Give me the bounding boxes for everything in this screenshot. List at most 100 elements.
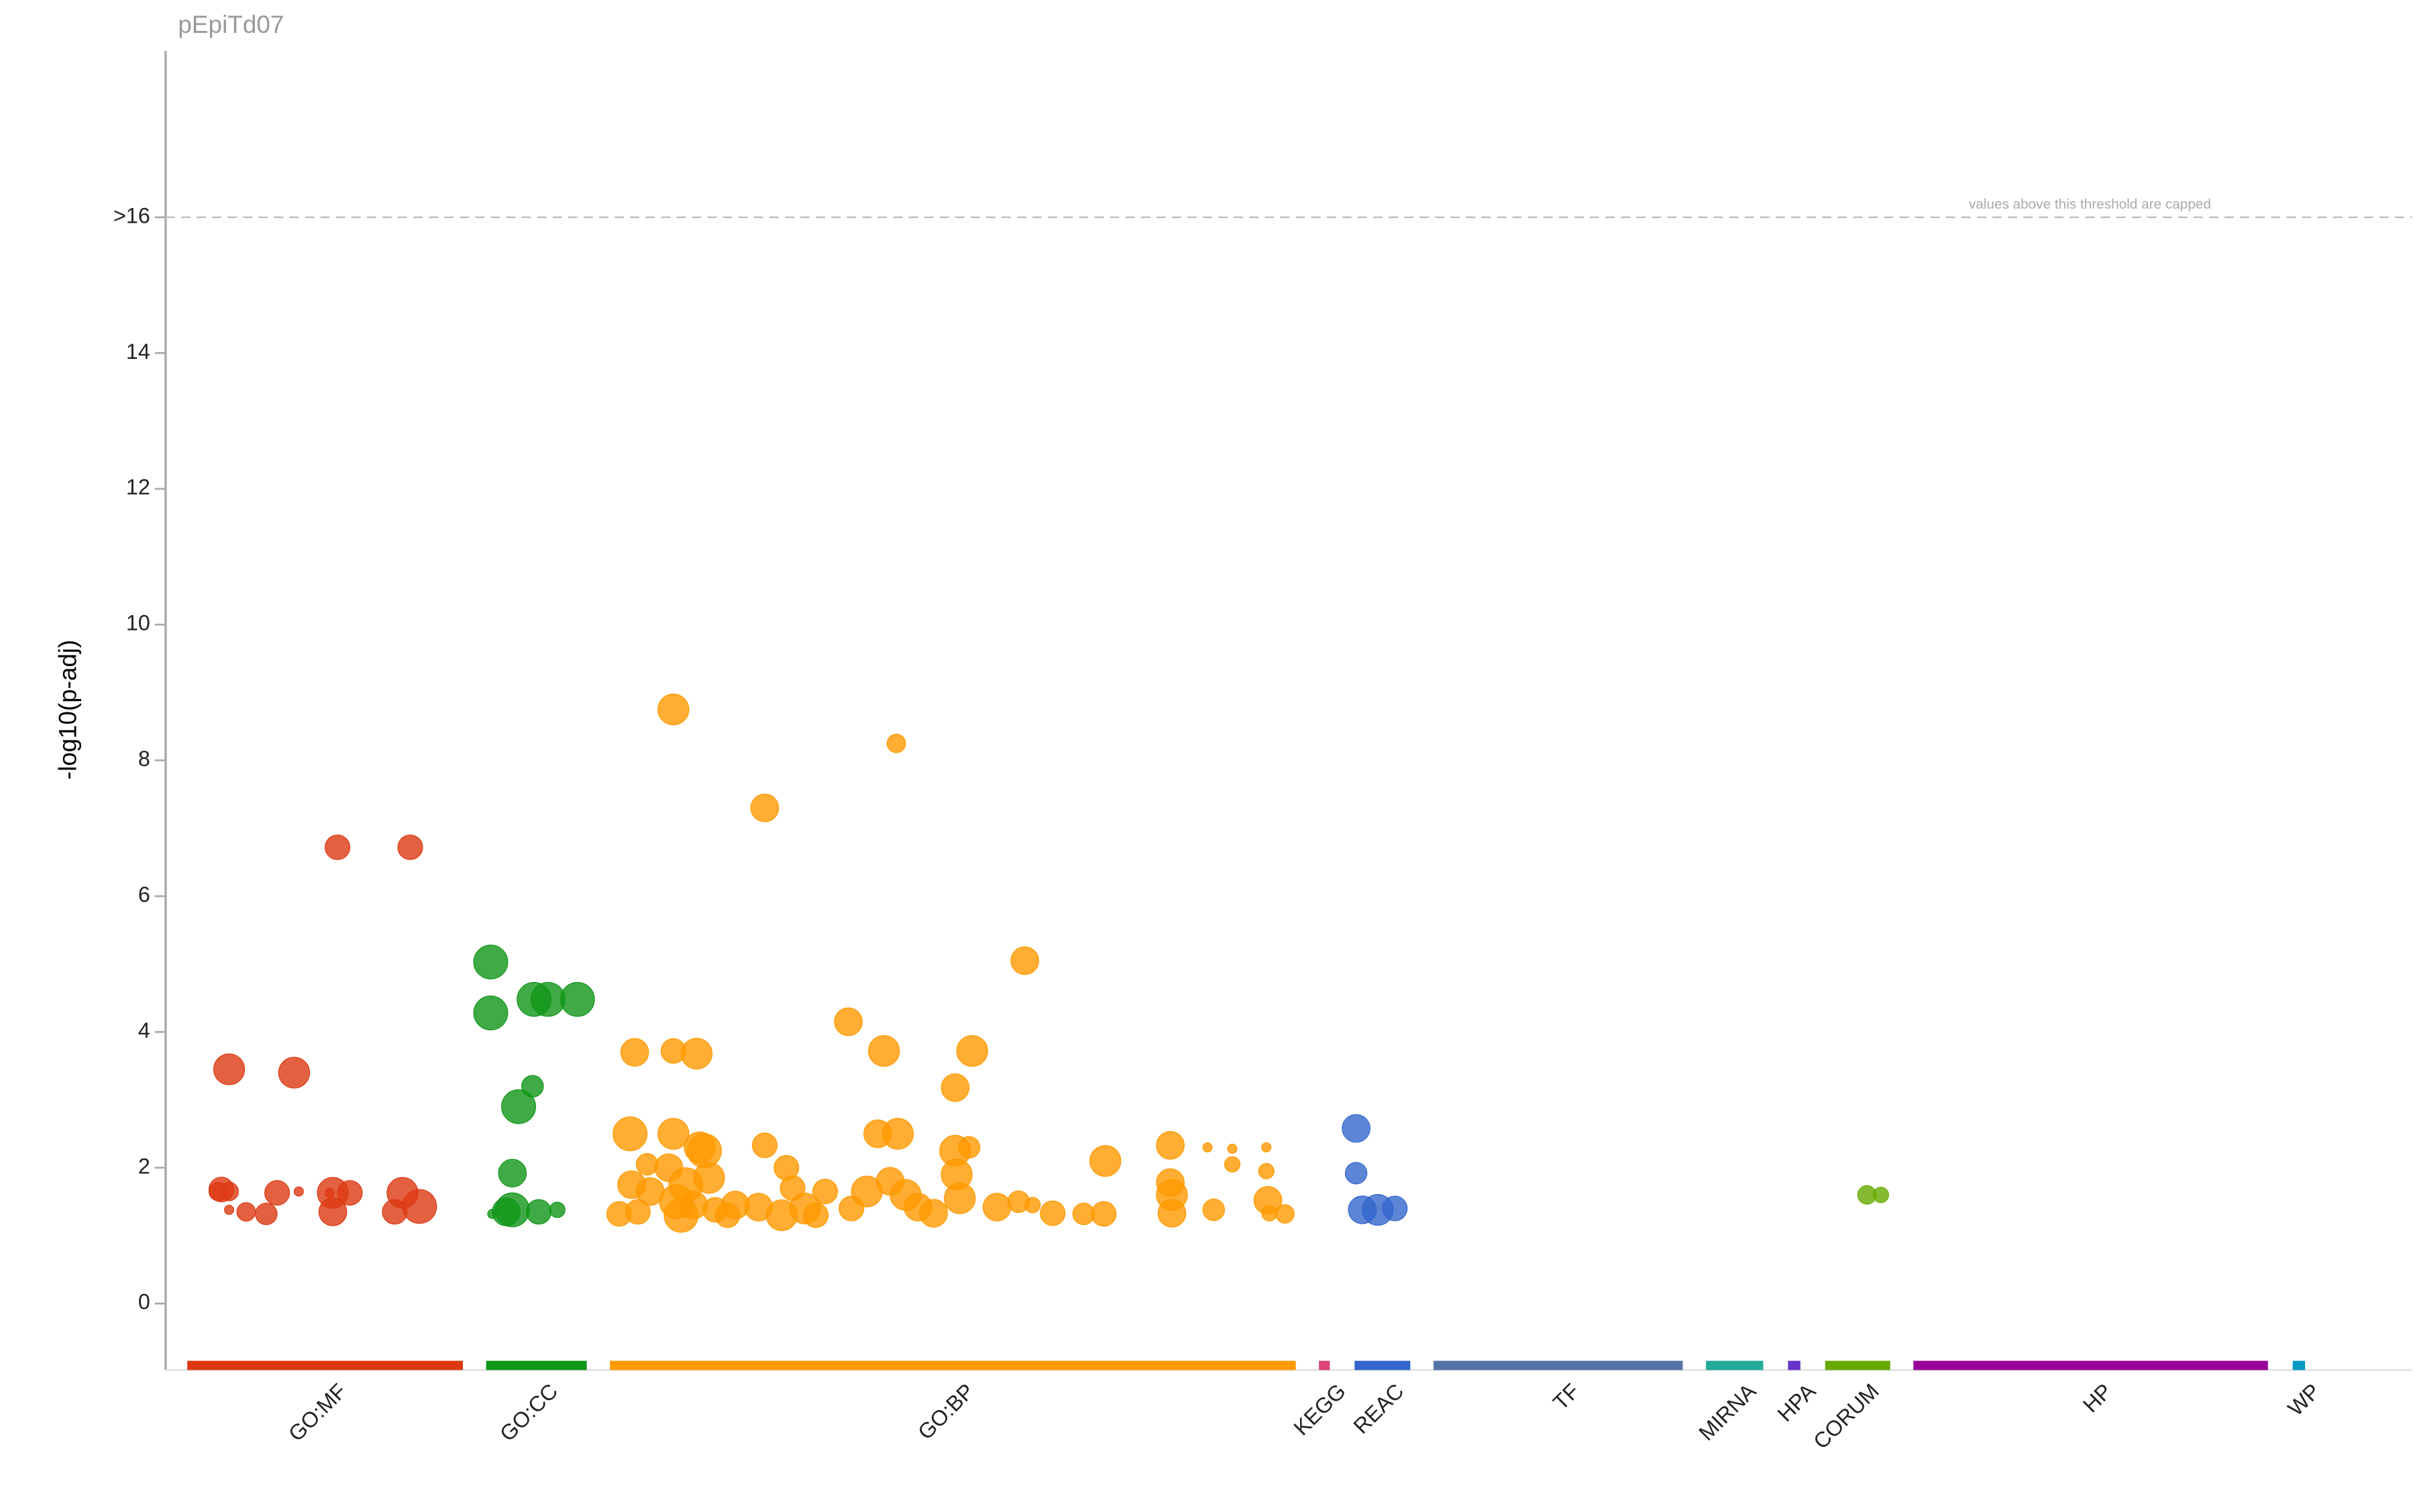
source-bar [1433, 1360, 1683, 1370]
term-point [956, 1035, 988, 1067]
term-point [494, 1192, 530, 1228]
term-point [530, 981, 566, 1017]
source-label: TF [1548, 1379, 1584, 1415]
term-point [1089, 1145, 1122, 1177]
term-point [803, 1202, 829, 1228]
term-point [657, 1118, 690, 1150]
source-label: GO:MF [284, 1379, 351, 1446]
term-point [750, 794, 780, 822]
term-point [1156, 1131, 1185, 1160]
y-tick-label: 4 [138, 1018, 150, 1042]
term-point [473, 944, 508, 980]
term-point [1010, 946, 1040, 975]
term-point [1342, 1114, 1371, 1143]
y-axis-label: -log10(p-adj) [54, 640, 82, 780]
term-point [402, 1189, 437, 1224]
source-bar [1354, 1360, 1411, 1370]
source-label: KEGG [1289, 1379, 1350, 1440]
source-label: GO:CC [495, 1379, 562, 1446]
term-point [264, 1180, 290, 1206]
term-point [549, 1201, 566, 1218]
source-bar [1913, 1360, 2268, 1370]
source-bar [1788, 1360, 1801, 1370]
term-point [957, 1136, 981, 1159]
term-point [559, 981, 595, 1017]
term-point [1261, 1205, 1278, 1222]
term-point [1258, 1163, 1275, 1179]
term-point [657, 694, 690, 726]
term-point [679, 1191, 708, 1220]
term-point [625, 1199, 651, 1225]
term-point [1872, 1187, 1889, 1203]
term-point [1261, 1142, 1272, 1152]
term-point [526, 1199, 552, 1225]
term-point [224, 1205, 235, 1216]
threshold-annotation: values above this threshold are capped [1969, 197, 2211, 212]
source-label: CORUM [1809, 1379, 1884, 1454]
term-point [1202, 1198, 1225, 1222]
source-label: MIRNA [1694, 1379, 1760, 1445]
y-tick-label: 0 [138, 1290, 150, 1314]
source-bar [486, 1360, 587, 1370]
term-point [501, 1089, 537, 1124]
term-point [693, 1162, 725, 1194]
term-point [208, 1181, 228, 1201]
term-point [1091, 1201, 1117, 1227]
term-point [213, 1053, 246, 1085]
term-point [751, 1132, 778, 1158]
term-point [834, 1007, 863, 1036]
source-label: WP [2283, 1379, 2324, 1421]
y-tick-label: 2 [138, 1154, 150, 1178]
term-point [881, 1118, 914, 1150]
term-point [1275, 1204, 1295, 1224]
term-point [687, 1133, 722, 1169]
y-tick-label: 12 [126, 475, 150, 499]
source-bar [2292, 1360, 2306, 1370]
term-point [1382, 1195, 1408, 1222]
term-point [1344, 1162, 1368, 1185]
term-point [612, 1116, 648, 1152]
term-point [278, 1057, 311, 1089]
term-point [941, 1073, 970, 1102]
y-tick-label: 10 [126, 611, 150, 635]
term-point [1024, 1197, 1041, 1213]
term-point [1040, 1200, 1066, 1226]
source-bar [1319, 1360, 1330, 1370]
term-point [680, 1038, 713, 1070]
term-point [498, 1158, 527, 1188]
source-label: HP [2078, 1379, 2116, 1417]
source-bar [1706, 1360, 1764, 1370]
source-label: GO:BP [913, 1379, 979, 1445]
source-bar [187, 1360, 463, 1370]
y-tick-label: 8 [138, 747, 150, 771]
term-point [919, 1199, 948, 1228]
source-bar [1825, 1360, 1890, 1370]
term-point [635, 1153, 659, 1176]
source-label: HPA [1773, 1379, 1821, 1426]
term-point [868, 1035, 900, 1067]
term-point [325, 834, 351, 861]
term-point [944, 1182, 976, 1214]
y-tick-label: >16 [113, 203, 150, 227]
term-point [337, 1180, 363, 1206]
y-tick-label: 6 [138, 883, 150, 907]
term-point [1224, 1156, 1241, 1173]
term-point [318, 1197, 347, 1226]
term-point [521, 1075, 544, 1098]
source-bar [610, 1360, 1296, 1370]
term-point [886, 733, 906, 753]
term-point [473, 995, 508, 1030]
term-point [255, 1202, 278, 1226]
term-point [1202, 1142, 1213, 1152]
term-point [812, 1179, 839, 1205]
y-tick-label: 14 [126, 339, 150, 364]
chart-title: pEpiTd07 [178, 11, 284, 38]
source-label: REAC [1348, 1379, 1408, 1439]
term-point [236, 1202, 256, 1222]
term-point [1157, 1199, 1187, 1228]
term-point [293, 1186, 304, 1197]
term-point [397, 834, 423, 861]
term-point [620, 1038, 649, 1067]
term-point [982, 1193, 1012, 1222]
